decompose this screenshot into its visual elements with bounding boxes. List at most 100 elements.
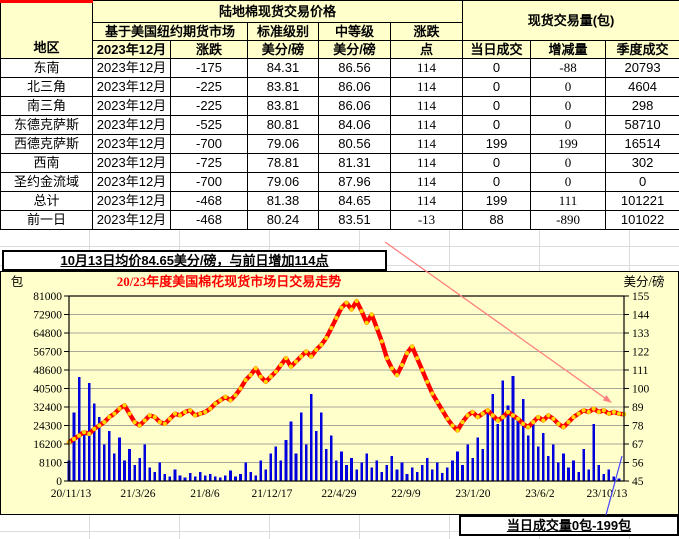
cell-change[interactable]: -725 [170, 153, 248, 173]
cell-standard-price[interactable]: 81.38 [247, 191, 319, 211]
cell-month[interactable]: 2023年12月 [92, 153, 171, 173]
cell-quarterly-volume[interactable]: 101022 [605, 210, 679, 230]
cell-change-points[interactable]: 114 [389, 115, 464, 135]
cell-middling-price[interactable]: 80.56 [318, 134, 391, 154]
cell-month[interactable]: 2023年12月 [92, 172, 171, 192]
cell-middling-price[interactable]: 81.31 [318, 153, 391, 173]
cell-month[interactable]: 2023年12月 [92, 115, 171, 135]
chart-area[interactable]: 包美分/磅 20/23年度美国棉花现货市场日交易走势 81000 155 72900 14… [0, 271, 679, 515]
cell-quarterly-volume[interactable]: 101221 [605, 191, 679, 211]
cell-daily-volume[interactable]: 0 [462, 115, 532, 135]
cell-quarterly-volume[interactable]: 58710 [605, 115, 679, 135]
cell-daily-volume[interactable]: 0 [462, 153, 532, 173]
cell-change-points[interactable]: 114 [389, 172, 464, 192]
header-middling-grade[interactable]: 中等级 [318, 22, 391, 41]
cell-region[interactable]: 总计 [0, 191, 93, 211]
cell-middling-price[interactable]: 84.65 [318, 191, 391, 211]
cell-change[interactable]: -525 [170, 115, 248, 135]
header-futures-basis[interactable]: 基于美国纽约期货市场 [92, 22, 248, 41]
cell-region[interactable]: 北三角 [0, 77, 93, 97]
cell-volume-delta[interactable]: 0 [530, 115, 607, 135]
header-standard-grade[interactable]: 标准级别 [247, 22, 319, 41]
cell-middling-price[interactable]: 83.51 [318, 210, 391, 230]
cell-standard-price[interactable]: 79.06 [247, 172, 319, 192]
cell-quarterly-volume[interactable]: 4604 [605, 77, 679, 97]
cell-month[interactable]: 2023年12月 [92, 58, 171, 78]
cell-daily-volume[interactable]: 199 [462, 134, 532, 154]
cell-standard-price[interactable]: 80.81 [247, 115, 319, 135]
header-price-title[interactable]: 陆地棉现货交易价格 [91, 0, 464, 23]
cell-change[interactable]: -700 [170, 134, 248, 154]
cell-daily-volume[interactable]: 0 [462, 77, 532, 97]
cell-region[interactable]: 西德克萨斯 [0, 134, 93, 154]
cell-region[interactable]: 东德克萨斯 [0, 115, 93, 135]
cell-daily-volume[interactable]: 88 [462, 210, 532, 230]
header-change[interactable]: 涨跌 [389, 22, 464, 41]
cell-change[interactable]: -468 [170, 210, 248, 230]
cell-standard-price[interactable]: 78.81 [247, 153, 319, 173]
cell-change-points[interactable]: 114 [389, 77, 464, 97]
header-volume-title[interactable]: 现货交易量(包) [462, 0, 679, 41]
header-daily-volume[interactable]: 当日成交 [462, 40, 532, 59]
cell-month[interactable]: 2023年12月 [92, 210, 171, 230]
cell-change[interactable]: -175 [170, 58, 248, 78]
cell-quarterly-volume[interactable]: 20793 [605, 58, 679, 78]
cell-standard-price[interactable]: 80.24 [247, 210, 319, 230]
cell-change-points[interactable]: 114 [389, 134, 464, 154]
cell-daily-volume[interactable]: 0 [462, 58, 532, 78]
cell-middling-price[interactable]: 86.06 [318, 77, 391, 97]
cell-change-points[interactable]: 114 [389, 153, 464, 173]
cell-region[interactable]: 前一日 [0, 210, 93, 230]
header-region[interactable]: 地区 [0, 0, 93, 59]
cell-change-points[interactable]: 114 [389, 58, 464, 78]
header-volume-delta[interactable]: 增减量 [530, 40, 607, 59]
cell-standard-price[interactable]: 83.81 [247, 77, 319, 97]
cell-standard-price[interactable]: 84.31 [247, 58, 319, 78]
cell-change[interactable]: -700 [170, 172, 248, 192]
cell-change-points[interactable]: -13 [389, 210, 464, 230]
cell-volume-delta[interactable]: -890 [530, 210, 607, 230]
cell-daily-volume[interactable]: 199 [462, 191, 532, 211]
cell-quarterly-volume[interactable]: 298 [605, 96, 679, 116]
cell-region[interactable]: 圣约金流域 [0, 172, 93, 192]
cell-standard-price[interactable]: 83.81 [247, 96, 319, 116]
cell-middling-price[interactable]: 86.56 [318, 58, 391, 78]
cell-middling-price[interactable]: 87.96 [318, 172, 391, 192]
cell-change[interactable]: -225 [170, 96, 248, 116]
cell-volume-delta[interactable]: 199 [530, 134, 607, 154]
cell-change[interactable]: -468 [170, 191, 248, 211]
cell-volume-delta[interactable]: 0 [530, 153, 607, 173]
cell-volume-delta[interactable]: -88 [530, 58, 607, 78]
cell-daily-volume[interactable]: 0 [462, 172, 532, 192]
cell-quarterly-volume[interactable]: 16514 [605, 134, 679, 154]
cell-change[interactable]: -225 [170, 77, 248, 97]
cell-standard-price[interactable]: 79.06 [247, 134, 319, 154]
cell-change-points[interactable]: 114 [389, 96, 464, 116]
cell-volume-delta[interactable]: 0 [530, 96, 607, 116]
cell-volume-delta[interactable]: 0 [530, 172, 607, 192]
cell-middling-price[interactable]: 86.06 [318, 96, 391, 116]
header-points[interactable]: 点 [389, 40, 464, 59]
header-quarter-volume[interactable]: 季度成交 [605, 40, 679, 59]
x-axis-tick-label: 22/9/9 [391, 488, 421, 500]
cell-region[interactable]: 南三角 [0, 96, 93, 116]
cell-region[interactable]: 西南 [0, 153, 93, 173]
cell-daily-volume[interactable]: 0 [462, 96, 532, 116]
cell-month[interactable]: 2023年12月 [92, 134, 171, 154]
cell-month[interactable]: 2023年12月 [92, 191, 171, 211]
header-month[interactable]: 2023年12月 [92, 40, 171, 59]
header-unit-cents[interactable]: 美分/磅 [247, 40, 319, 59]
cell-change-points[interactable]: 114 [389, 191, 464, 211]
cell-volume-delta[interactable]: 0 [530, 77, 607, 97]
cell-quarterly-volume[interactable]: 302 [605, 153, 679, 173]
cell-volume-delta[interactable]: 111 [530, 191, 607, 211]
cell-month[interactable]: 2023年12月 [92, 96, 171, 116]
daily-range-textbox[interactable]: 当日成交量0包-199包 [459, 515, 679, 536]
cell-middling-price[interactable]: 84.06 [318, 115, 391, 135]
header-change-sub[interactable]: 涨跌 [170, 40, 248, 59]
cell-month[interactable]: 2023年12月 [92, 77, 171, 97]
cell-region[interactable]: 东南 [0, 58, 93, 78]
cell-quarterly-volume[interactable]: 0 [605, 172, 679, 192]
header-unit-cents-2[interactable]: 美分/磅 [318, 40, 391, 59]
note-textbox[interactable]: 10月13日均价84.65美分/磅，与前日增加114点 [2, 250, 387, 271]
